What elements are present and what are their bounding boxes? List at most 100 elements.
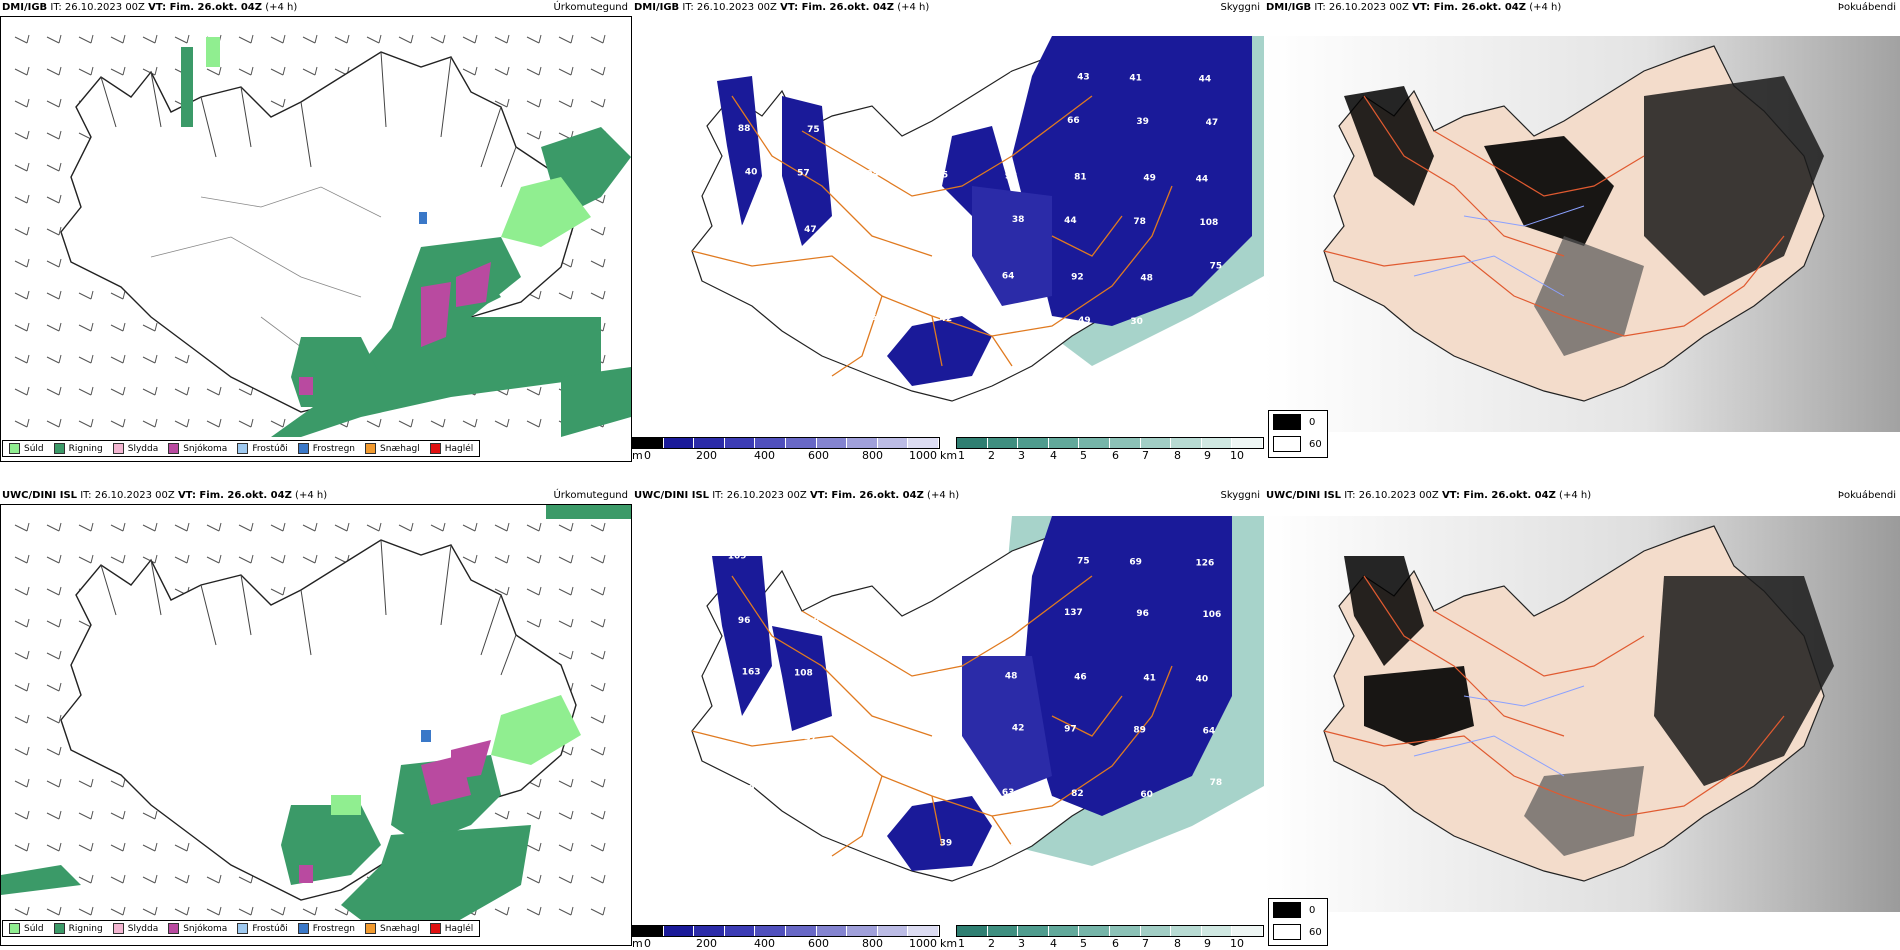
precip-panel-bottom: UWC/DINI ISL IT: 26.10.2023 00Z VT: Fim.… <box>0 488 632 950</box>
wind-barb <box>590 650 606 660</box>
visibility-tick: 4 <box>1050 449 1057 462</box>
wind-barb <box>590 34 606 44</box>
wind-barb <box>110 290 126 300</box>
colorbar-segment <box>633 438 664 448</box>
wind-barb <box>526 418 542 428</box>
ceiling-numbers-bottom: 109 150 96 78 93 75 69 126 96 78 77 74 71 137 96 106 163… <box>728 551 1222 849</box>
ceiling-value-label: 109 <box>728 551 747 561</box>
ceiling-value-label: 78 <box>807 617 820 627</box>
wind-barb <box>142 34 158 44</box>
wind-barb <box>590 258 606 268</box>
legend-swatch <box>237 443 249 454</box>
iceland-ceiling-map-svg: 42 83 176 80 46 43 41 44 88 75 44 43 40 66 39 47 40 57 94 8… <box>691 36 1264 402</box>
wind-barb <box>110 842 126 852</box>
visibility-tick: 2 <box>988 937 995 950</box>
wind-barb <box>78 810 94 820</box>
wind-barb <box>270 906 286 916</box>
ceiling-value-label: 60 <box>873 721 886 731</box>
wind-barb <box>238 66 254 76</box>
wind-barb <box>14 586 30 596</box>
wind-barb <box>494 34 510 44</box>
ceiling-panel-bottom: UWC/DINI ISL IT: 26.10.2023 00Z VT: Fim.… <box>632 488 1264 950</box>
wind-barb <box>206 874 222 884</box>
wind-barb <box>46 226 62 236</box>
visibility-tick: 1 <box>958 937 965 950</box>
fog-dark-west <box>1344 556 1424 666</box>
legend-item-slydda: Slydda <box>112 443 158 454</box>
fog-map[interactable] <box>1264 516 1900 912</box>
fog-dark-east <box>1644 76 1824 296</box>
colorbar-segment <box>663 438 695 448</box>
legend-item-frostudi: Frostúði <box>237 443 288 454</box>
wind-barb <box>590 554 606 564</box>
wind-barb <box>462 418 478 428</box>
colorbar-segment <box>785 926 817 936</box>
wind-barb <box>174 906 190 916</box>
ceiling-value-label: 44 <box>1064 216 1077 226</box>
visibility-scale-labels: km 1 2 3 4 5 6 7 8 9 10 <box>940 449 1264 462</box>
wind-barb <box>78 290 94 300</box>
ceiling-value-label: 51 <box>811 269 824 279</box>
iceland-fog-map-svg <box>1264 36 1900 432</box>
wind-barb <box>302 906 318 916</box>
wind-barb <box>590 746 606 756</box>
panel-title: DMI/IGB IT: 26.10.2023 00Z VT: Fim. 26.o… <box>2 2 298 13</box>
ceiling-value-label: 47 <box>1206 118 1219 128</box>
wind-barb <box>78 418 94 428</box>
colorbar-segment <box>1201 926 1233 936</box>
ceiling-value-label: 92 <box>1071 273 1084 283</box>
colorbar-segment <box>816 926 848 936</box>
wind-barb <box>494 522 510 532</box>
wind-barb <box>558 98 574 108</box>
legend-swatch <box>429 923 441 934</box>
precip-map[interactable] <box>0 504 632 946</box>
visibility-tick: 8 <box>1174 449 1181 462</box>
wind-barb <box>590 66 606 76</box>
visibility-tick: 7 <box>1142 449 1149 462</box>
colorbar-segment <box>1109 926 1141 936</box>
wind-barb <box>142 354 158 364</box>
wind-barb <box>590 842 606 852</box>
ceiling-map[interactable]: 42 83 176 80 46 43 41 44 88 75 44 43 40 66 39 47 40 57 94 8… <box>632 36 1264 432</box>
ceiling-value-label: 92 <box>1005 171 1018 181</box>
legend-swatch <box>365 443 377 454</box>
wind-barb <box>526 618 542 628</box>
colorbar-segment <box>816 438 848 448</box>
ceiling-value-label: 39 <box>940 839 953 849</box>
ceiling-tick: 200 <box>696 937 717 950</box>
fog-legend: 0 60 <box>1268 410 1328 458</box>
ceiling-value-label: 79 <box>1009 315 1022 325</box>
fog-map[interactable] <box>1264 36 1900 432</box>
wind-barb <box>558 586 574 596</box>
legend-swatch <box>237 923 249 934</box>
wind-barb <box>14 66 30 76</box>
panel-title: UWC/DINI ISL IT: 26.10.2023 00Z VT: Fim.… <box>1266 490 1592 501</box>
dark-cloud-west <box>712 556 772 716</box>
ceiling-scale-labels: m 0 200 400 600 800 1000 <box>632 449 952 462</box>
wind-barb <box>238 418 254 428</box>
panel-title: UWC/DINI ISL IT: 26.10.2023 00Z VT: Fim.… <box>634 490 960 501</box>
colorbar-segment <box>908 438 939 448</box>
fog-legend-row: 60 <box>1269 921 1327 943</box>
ceiling-value-label: 42 <box>731 67 744 77</box>
wind-barb <box>14 682 30 692</box>
roads <box>691 95 1173 377</box>
ceiling-value-label: 46 <box>1074 673 1087 683</box>
ceiling-value-label: 78 <box>1133 217 1146 227</box>
wind-barb <box>590 586 606 596</box>
wind-barb <box>526 66 542 76</box>
wind-barb <box>206 418 222 428</box>
precip-map[interactable] <box>0 16 632 462</box>
ceiling-value-label: 51 <box>732 311 745 321</box>
visibility-tick: 3 <box>1018 937 1025 950</box>
wind-barb <box>14 746 30 756</box>
colorbar-segment <box>1018 926 1049 936</box>
wind-barb <box>14 322 30 332</box>
ceiling-map[interactable]: 109 150 96 78 93 75 69 126 96 78 77 74 71 137 96 106 163… <box>632 516 1264 912</box>
panel-title: DMI/IGB IT: 26.10.2023 00Z VT: Fim. 26.o… <box>634 2 930 13</box>
colorbar-segment <box>1079 438 1110 448</box>
visibility-tick: 6 <box>1112 449 1119 462</box>
wind-barb <box>526 554 542 564</box>
colorbar-segment <box>957 926 988 936</box>
legend-item-haglel: Haglél <box>429 923 473 934</box>
